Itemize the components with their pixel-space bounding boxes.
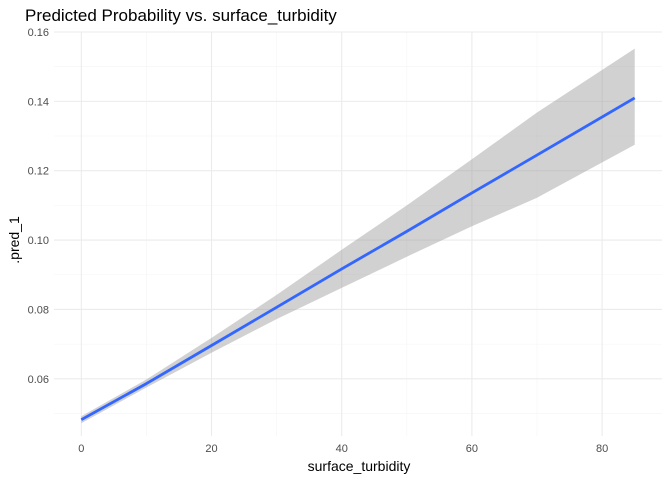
- confidence-ribbon: [81, 48, 635, 424]
- y-axis-title: .pred_1: [6, 216, 22, 264]
- x-tick-label: 40: [336, 443, 348, 455]
- y-tick-label: 0.16: [28, 27, 49, 39]
- x-tick-label: 0: [78, 443, 84, 455]
- y-tick-label: 0.14: [28, 96, 49, 108]
- confidence-ribbon-layer: [81, 48, 635, 424]
- y-tick-label: 0.08: [28, 304, 49, 316]
- x-axis-title: surface_turbidity: [308, 458, 411, 474]
- y-tick-label: 0.10: [28, 235, 49, 247]
- x-axis-tick-labels: 0 20 40 60 80: [78, 443, 608, 455]
- minor-gridlines: [54, 32, 662, 436]
- line-layer: [80, 96, 636, 421]
- y-axis-tick-labels: 0.06 0.08 0.10 0.12 0.14 0.16: [28, 27, 49, 386]
- y-tick-label: 0.12: [28, 166, 49, 178]
- x-tick-label: 60: [466, 443, 478, 455]
- chart-title: Predicted Probability vs. surface_turbid…: [25, 6, 337, 25]
- x-tick-label: 80: [596, 443, 608, 455]
- prediction-line: [80, 96, 636, 421]
- y-tick-label: 0.06: [28, 374, 49, 386]
- x-tick-label: 20: [205, 443, 217, 455]
